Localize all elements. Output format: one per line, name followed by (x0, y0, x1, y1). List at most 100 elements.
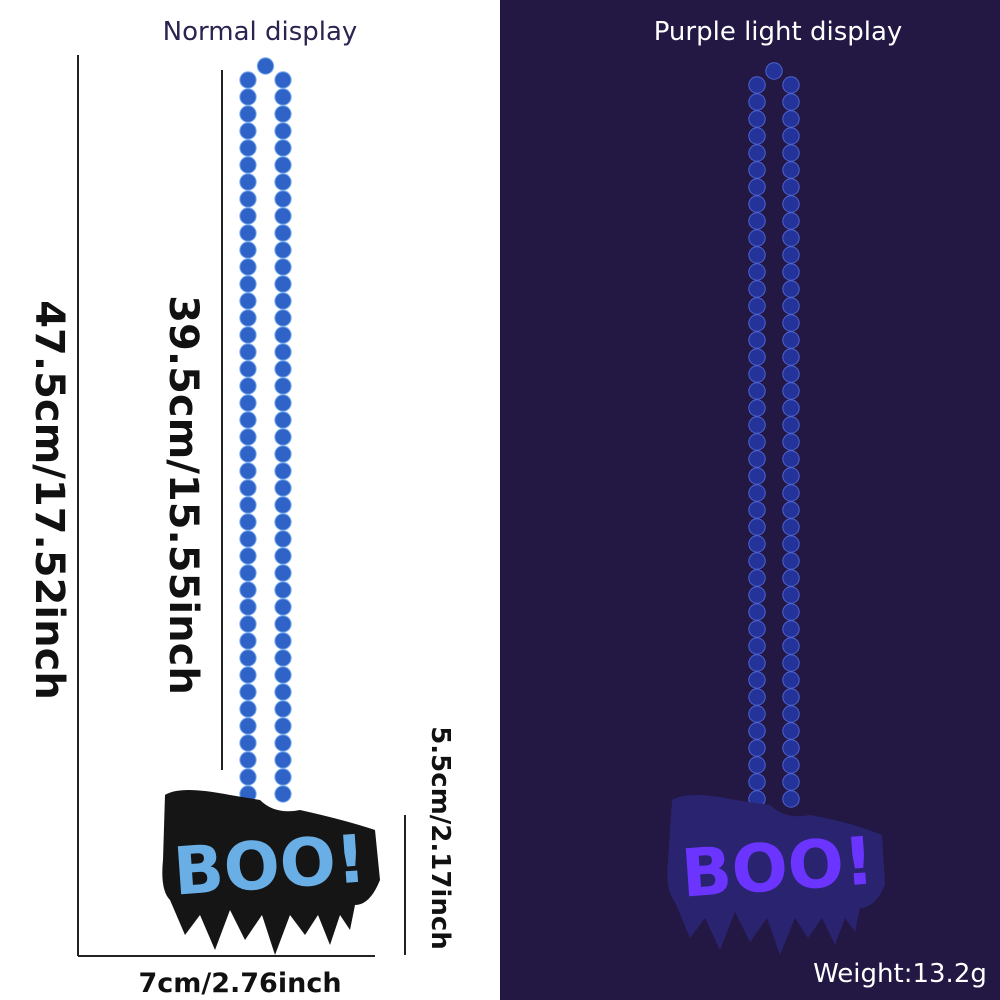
dimension-label: 7cm/2.76inch (138, 968, 341, 999)
bead (274, 71, 292, 89)
bead (274, 632, 292, 650)
bead (782, 331, 800, 349)
bead (782, 314, 800, 332)
bead (239, 700, 257, 718)
bead (782, 450, 800, 468)
bead (239, 496, 257, 514)
bead (748, 416, 766, 434)
bead (782, 433, 800, 451)
bead (748, 144, 766, 162)
bead (782, 484, 800, 502)
bead (239, 394, 257, 412)
bead (748, 161, 766, 179)
dimension-label: 39.5cm/15.55inch (160, 295, 206, 695)
bead (274, 479, 292, 497)
bead (274, 360, 292, 378)
bead (782, 688, 800, 706)
bead (748, 348, 766, 366)
bead (748, 705, 766, 723)
bead (239, 411, 257, 429)
bead (782, 280, 800, 298)
bead (239, 564, 257, 582)
bead (239, 445, 257, 463)
bead (748, 212, 766, 230)
bead (239, 377, 257, 395)
bead (274, 717, 292, 735)
bead (239, 615, 257, 633)
bead (748, 535, 766, 553)
bead (782, 552, 800, 570)
bead (748, 637, 766, 655)
bead (748, 433, 766, 451)
bead (274, 683, 292, 701)
bead (274, 241, 292, 259)
bead (274, 615, 292, 633)
bead (748, 518, 766, 536)
bead (782, 603, 800, 621)
bead (274, 224, 292, 242)
bead (274, 258, 292, 276)
bead (782, 144, 800, 162)
bead (274, 513, 292, 531)
bead (239, 547, 257, 565)
bead (782, 671, 800, 689)
bead (782, 195, 800, 213)
bead (748, 229, 766, 247)
bead (239, 632, 257, 650)
bead (274, 139, 292, 157)
dimension-lines (77, 55, 406, 957)
bead (782, 93, 800, 111)
bead (748, 246, 766, 264)
bead (782, 178, 800, 196)
bead (782, 365, 800, 383)
bead (239, 275, 257, 293)
bead (748, 739, 766, 757)
bead (239, 513, 257, 531)
bead (782, 76, 800, 94)
bead (782, 654, 800, 672)
bead (274, 326, 292, 344)
bead (239, 105, 257, 123)
bead (748, 399, 766, 417)
bead (274, 173, 292, 191)
bead (782, 773, 800, 791)
bead (782, 416, 800, 434)
bead (274, 666, 292, 684)
bead (748, 93, 766, 111)
bead (274, 768, 292, 786)
bead (274, 377, 292, 395)
bead (748, 688, 766, 706)
bead (782, 569, 800, 587)
bead (274, 394, 292, 412)
bead (239, 683, 257, 701)
bead (274, 343, 292, 361)
panel-title: Purple light display (654, 17, 903, 47)
bead (748, 671, 766, 689)
bead (239, 428, 257, 446)
bead (274, 581, 292, 599)
bead (274, 207, 292, 225)
bead (782, 739, 800, 757)
weight-label: Weight:13.2g (813, 959, 987, 989)
bead (274, 411, 292, 429)
bead (782, 637, 800, 655)
bead (239, 717, 257, 735)
bead (274, 156, 292, 174)
bead (239, 479, 257, 497)
bead (274, 292, 292, 310)
bead (782, 467, 800, 485)
bead (782, 705, 800, 723)
bead (748, 382, 766, 400)
bead (239, 71, 257, 89)
bead (782, 229, 800, 247)
bead (748, 331, 766, 349)
bead (239, 88, 257, 106)
bead (239, 462, 257, 480)
bead (274, 564, 292, 582)
pendant-normal: BOO! (162, 790, 380, 955)
bead (782, 535, 800, 553)
pendant-purple: BOO! (667, 795, 885, 955)
pendant-text: BOO! (679, 822, 877, 912)
bead (274, 496, 292, 514)
bead (748, 552, 766, 570)
